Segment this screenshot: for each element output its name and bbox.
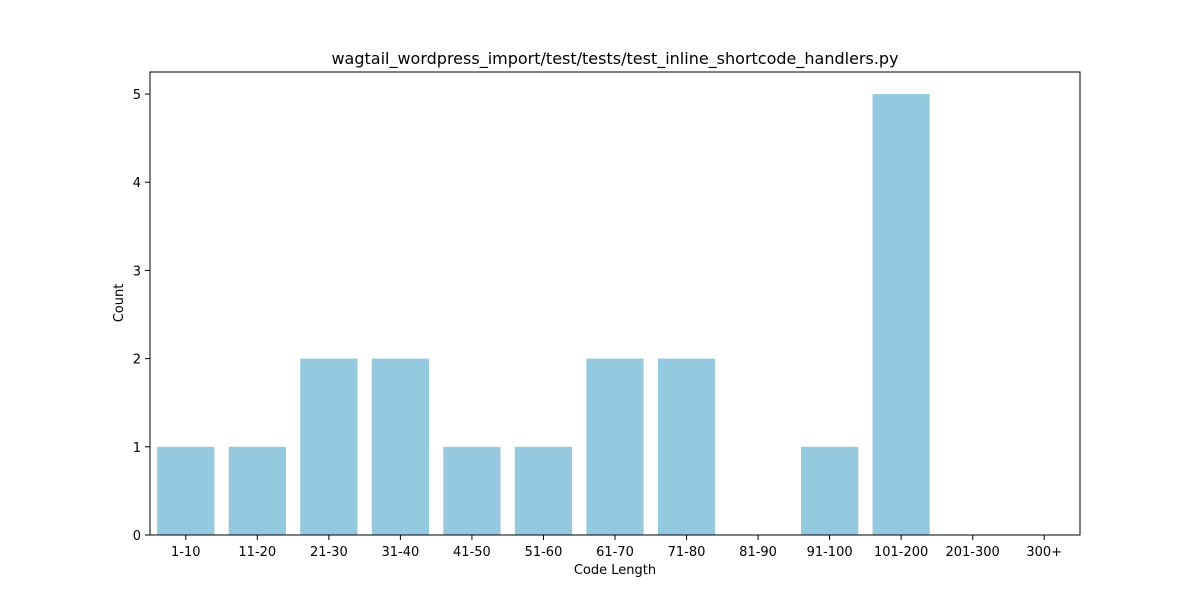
y-tick-label: 5 — [133, 88, 141, 103]
x-tick-label: 300+ — [1026, 545, 1062, 560]
bar-21-30 — [300, 358, 358, 535]
y-tick-label: 1 — [133, 441, 141, 456]
x-tick-label: 101-200 — [874, 545, 928, 560]
bars-group — [157, 94, 930, 536]
x-axis-label: Code Length — [574, 563, 656, 578]
bar-51-60 — [514, 446, 573, 535]
bar-61-70 — [586, 358, 644, 535]
y-tick-label: 2 — [133, 353, 141, 368]
bar-71-80 — [657, 358, 716, 535]
x-tick-label: 51-60 — [525, 545, 563, 560]
bar-1-10 — [157, 446, 215, 535]
bar-101-200 — [872, 94, 930, 536]
x-tick-label: 41-50 — [453, 545, 491, 560]
y-tick-label: 3 — [133, 264, 141, 279]
x-tick-label: 61-70 — [596, 545, 634, 560]
x-tick-label: 201-300 — [946, 545, 1000, 560]
bar-41-50 — [443, 446, 501, 535]
y-tick-label: 0 — [133, 529, 141, 544]
x-tick-label: 91-100 — [807, 545, 853, 560]
plot-frame — [149, 71, 1081, 536]
bar-11-20 — [228, 446, 286, 535]
x-tick-label: 21-30 — [310, 545, 348, 560]
x-tick-label: 81-90 — [739, 545, 777, 560]
y-axis-ticks: 0 1 2 3 4 5 — [133, 88, 150, 544]
chart-title: wagtail_wordpress_import/test/tests/test… — [331, 49, 898, 69]
y-axis-label: Count — [112, 284, 127, 323]
x-tick-label: 1-10 — [171, 545, 201, 560]
x-tick-label: 31-40 — [381, 545, 419, 560]
bar-91-100 — [801, 446, 859, 535]
x-axis-ticks: 1-10 11-20 21-30 31-40 41-50 51-60 61-70 71-80 8… — [171, 535, 1062, 560]
y-tick-label: 4 — [133, 176, 141, 191]
bar-31-40 — [371, 358, 429, 535]
x-tick-label: 11-20 — [238, 545, 276, 560]
x-tick-label: 71-80 — [668, 545, 706, 560]
